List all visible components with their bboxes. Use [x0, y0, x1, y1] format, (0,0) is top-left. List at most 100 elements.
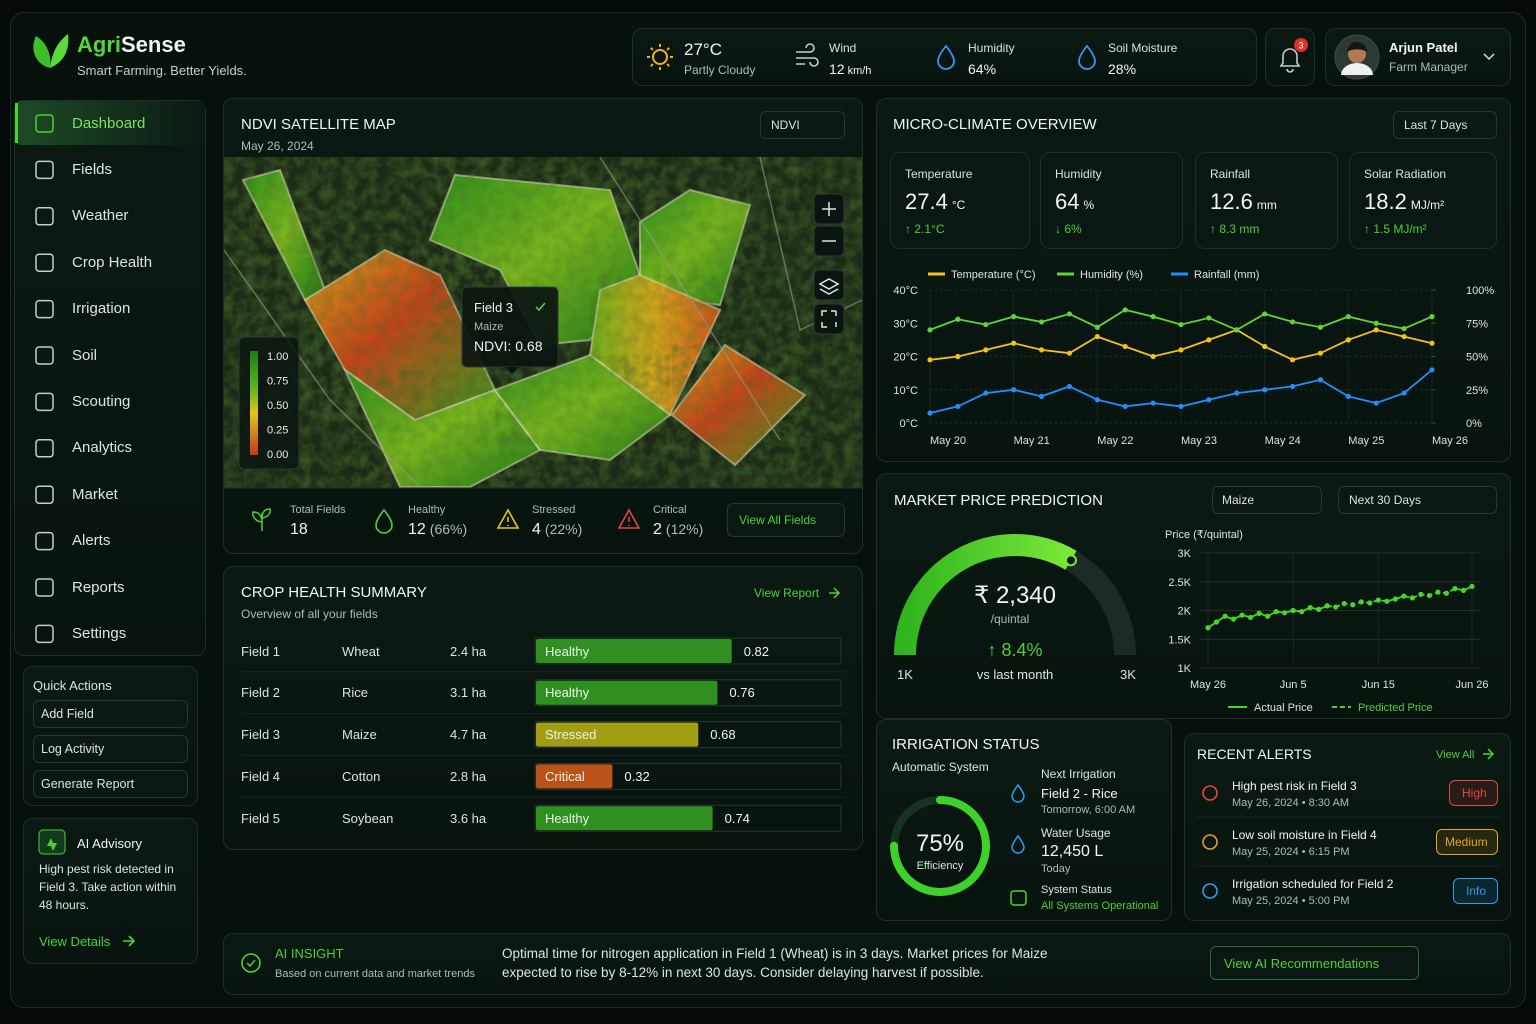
health-score: 0.82 — [743, 643, 770, 659]
quick-action-label[interactable]: Add Field — [41, 706, 94, 721]
stat-value: 18 — [290, 522, 308, 538]
nav-item[interactable]: Soil — [72, 346, 98, 364]
metric-unit: MJ/m² — [1410, 198, 1445, 212]
nav-item[interactable]: Settings — [72, 624, 127, 642]
quick-action-button[interactable] — [33, 770, 188, 798]
user-menu[interactable] — [1325, 28, 1511, 86]
nav-item[interactable]: Analytics — [72, 439, 133, 457]
alert-title: Low soil moisture in Field 4 — [1232, 828, 1377, 842]
crop-name: Cotton — [342, 768, 381, 784]
crop-select[interactable] — [1212, 486, 1322, 514]
alert-time: May 25, 2024 • 6:15 PM — [1232, 845, 1350, 858]
metric-label: Rainfall — [1210, 167, 1251, 181]
ndvi-title: NDVI SATELLITE MAP — [241, 115, 396, 133]
crop-name: Maize — [342, 727, 377, 743]
alerts-title: RECENT ALERTS — [1197, 746, 1312, 762]
metric-value: 12.6 mm — [1210, 191, 1277, 213]
metric-delta: ↓ 6% — [1055, 222, 1082, 236]
ai-advisory-link[interactable]: View Details — [39, 933, 111, 949]
range-select[interactable] — [1393, 111, 1497, 139]
alert-level: High — [1462, 786, 1487, 800]
weather-label: Soil Moisture — [1108, 41, 1178, 55]
stat-value-share: (12%) — [665, 521, 704, 537]
health-score: 0.76 — [729, 685, 755, 701]
field-name: Field 5 — [241, 810, 281, 826]
crop-health-subtitle: Overview of all your fields — [241, 607, 378, 621]
field-area: 2.8 ha — [450, 768, 487, 784]
ndvi-select-label[interactable]: NDVI — [771, 118, 800, 132]
stat-label: Total Fields — [290, 503, 346, 516]
insight-text: Optimal time for nitrogen application in… — [502, 946, 1048, 980]
metric-number: 64 — [1055, 189, 1080, 214]
alerts-view-all[interactable]: View All — [1436, 748, 1475, 761]
metric-value: 18.2 MJ/m² — [1364, 191, 1444, 213]
alert-badge — [1436, 829, 1498, 855]
period-select-label[interactable]: Next 30 Days — [1349, 493, 1422, 507]
stat-value-number: 2 — [653, 521, 662, 538]
range-select-label[interactable]: Last 7 Days — [1404, 118, 1468, 132]
quick-action-button[interactable] — [33, 700, 188, 728]
crop-name: Wheat — [342, 643, 380, 659]
nav-item[interactable]: Crop Health — [72, 253, 153, 271]
user-role: Farm Manager — [1389, 60, 1468, 74]
stat-value-number: 4 — [532, 521, 541, 538]
nav-item[interactable]: Fields — [72, 160, 113, 178]
metric-label: Humidity — [1055, 167, 1102, 181]
nav-item[interactable]: Dashboard — [72, 114, 146, 132]
stat-value: 2 (12%) — [653, 522, 703, 538]
field-area: 3.6 ha — [450, 810, 487, 826]
field-name: Field 2 — [241, 685, 281, 701]
view-all-fields-button[interactable] — [727, 503, 845, 537]
field-name: Field 1 — [241, 643, 281, 659]
metric-delta: ↑ 1.5 MJ/m² — [1364, 222, 1427, 236]
quick-action-label[interactable]: Generate Report — [41, 776, 135, 791]
weather-value: 28% — [1108, 62, 1136, 76]
stat-value-share: (66%) — [429, 521, 468, 537]
notification-button[interactable] — [1265, 28, 1315, 86]
nav-item[interactable]: Reports — [72, 578, 125, 596]
nav-item[interactable]: Alerts — [72, 532, 111, 550]
ndvi-panel — [223, 98, 863, 554]
nav-item[interactable]: Weather — [72, 207, 129, 225]
quick-action-label[interactable]: Log Activity — [41, 741, 105, 756]
brand-name-b: Sense — [121, 32, 186, 57]
period-select[interactable] — [1338, 486, 1497, 514]
next-irrigation-value: Field 2 - Rice — [1041, 785, 1118, 801]
field-area: 3.1 ha — [450, 685, 487, 701]
metric-card — [1349, 152, 1497, 249]
stat-value-number: 18 — [290, 521, 308, 538]
weather-label: Wind — [829, 41, 857, 55]
tagline: Smart Farming. Better Yields. — [77, 62, 247, 78]
weather-temp: 27°C — [684, 39, 722, 59]
alert-time: May 26, 2024 • 8:30 AM — [1232, 796, 1349, 809]
ai-recommendations-label[interactable]: View AI Recommendations — [1224, 955, 1380, 971]
view-all-fields-label[interactable]: View All Fields — [739, 513, 817, 527]
user-name: Arjun Patel — [1389, 39, 1458, 55]
metric-value: 27.4 °C — [905, 191, 965, 213]
stat-value: 4 (22%) — [532, 522, 582, 538]
water-usage-label: Water Usage — [1041, 826, 1111, 840]
next-irrigation-label: Next Irrigation — [1041, 767, 1116, 781]
metric-unit: mm — [1256, 198, 1277, 212]
field-area: 2.4 ha — [450, 643, 487, 659]
system-status-label: System Status — [1041, 883, 1112, 896]
stat-label: Critical — [653, 503, 687, 516]
ai-recommendations-button[interactable] — [1210, 946, 1419, 980]
stat-label: Healthy — [408, 503, 446, 516]
nav-item[interactable]: Market — [72, 485, 118, 503]
health-status: Critical — [545, 768, 585, 784]
health-status: Healthy — [545, 643, 590, 659]
system-status-value: All Systems Operational — [1041, 899, 1159, 912]
nav-item[interactable]: Scouting — [72, 392, 131, 410]
water-usage-period: Today — [1041, 862, 1071, 875]
market-title: MARKET PRICE PREDICTION — [894, 491, 1103, 509]
alert-level: Info — [1466, 884, 1487, 898]
crop-select-label[interactable]: Maize — [1222, 493, 1255, 507]
view-report-link[interactable]: View Report — [754, 586, 820, 600]
weather-label: Humidity — [968, 41, 1015, 55]
nav-item[interactable]: Irrigation — [72, 300, 131, 318]
weather-bar — [632, 28, 1257, 86]
ndvi-select[interactable] — [760, 111, 845, 139]
quick-action-button[interactable] — [33, 735, 188, 763]
sidebar — [14, 100, 206, 656]
